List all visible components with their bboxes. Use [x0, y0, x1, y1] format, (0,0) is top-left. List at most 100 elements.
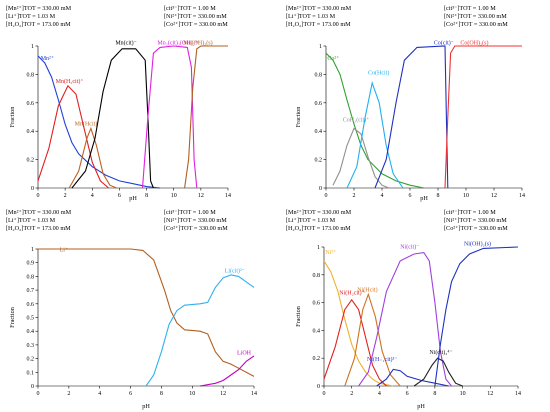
- x-tick-label: 14: [225, 193, 231, 199]
- y-tick-label: 0.5: [27, 316, 35, 322]
- y-tick-label: 0.6: [27, 101, 35, 107]
- y-tick-label: 0.6: [315, 101, 323, 107]
- header-left-3: [H₂O₂]TOT = 173.00 mM: [6, 225, 71, 232]
- series-label: Ni(H₋₁cit)³⁻: [367, 356, 398, 363]
- x-tick-label: 8: [437, 193, 440, 199]
- header-left-1: [Mn²⁺]TOT = 330.00 mM: [6, 209, 72, 216]
- series-line: [184, 45, 228, 189]
- y-tick-label: 0.6: [313, 301, 321, 307]
- x-tick-label: 4: [381, 193, 384, 199]
- chart-panel-4: [Mn²⁺]TOT = 330.00 mM[Li⁺]TOT = 1.03 M[H…: [286, 209, 521, 410]
- x-tick-label: 12: [198, 193, 204, 199]
- series-line: [374, 45, 449, 189]
- y-tick-label: 0.4: [313, 328, 321, 334]
- x-axis-label: pH: [142, 403, 150, 410]
- header-right-2: [Ni²⁺]TOT = 330.00 mM: [164, 13, 227, 20]
- series-line: [199, 355, 255, 387]
- x-tick-label: 6: [118, 193, 121, 199]
- header-right-3: [Co²⁺]TOT = 330.00 mM: [164, 21, 228, 28]
- header-left-2: [Li⁺]TOT = 1.03 M: [286, 217, 336, 224]
- y-tick-label: 0.8: [315, 72, 323, 78]
- series-line: [141, 45, 198, 189]
- header-left-2: [Li⁺]TOT = 1.03 M: [286, 13, 336, 20]
- series-line: [145, 274, 255, 387]
- y-tick-label: 0: [31, 384, 34, 390]
- header-right-2: [Ni²⁺]TOT = 330.00 mM: [444, 217, 507, 224]
- header-right-3: [Co²⁺]TOT = 330.00 mM: [444, 225, 508, 232]
- x-tick-label: 0: [37, 391, 40, 397]
- series-label: Co(cit)⁻: [434, 40, 454, 47]
- x-tick-label: 0: [325, 193, 328, 199]
- header-left-2: [Li⁺]TOT = 1.03 M: [6, 217, 56, 224]
- y-tick-label: 0: [317, 384, 320, 390]
- series-line: [323, 298, 387, 387]
- x-tick-label: 0: [323, 391, 326, 397]
- series-label: Mn²⁺: [41, 55, 54, 62]
- series-label: Ni(Hcit): [357, 286, 377, 293]
- y-tick-label: 0.2: [27, 158, 35, 164]
- x-tick-label: 4: [91, 193, 94, 199]
- header-left-1: [Mn²⁺]TOT = 330.00 mM: [286, 209, 352, 216]
- header-left-1: [Mn²⁺]TOT = 330.00 mM: [286, 5, 352, 12]
- x-tick-label: 0: [37, 193, 40, 199]
- y-tick-label: 1: [31, 44, 34, 50]
- chart-panel-3: [Mn²⁺]TOT = 330.00 mM[Li⁺]TOT = 1.03 M[H…: [6, 209, 257, 410]
- x-tick-label: 12: [487, 391, 493, 397]
- series-line: [358, 252, 452, 387]
- y-tick-label: 0.8: [313, 273, 321, 279]
- header-right-3: [Co²⁺]TOT = 330.00 mM: [444, 21, 508, 28]
- x-tick-label: 14: [519, 193, 525, 199]
- series-label: Li⁺: [60, 247, 69, 254]
- series-label: Co(OH)₂(s): [460, 40, 488, 47]
- x-tick-label: 8: [160, 391, 163, 397]
- header-right-2: [Ni²⁺]TOT = 330.00 mM: [444, 13, 507, 20]
- x-tick-label: 6: [406, 391, 409, 397]
- chart-panel-1: [Mn²⁺]TOT = 330.00 mM[Li⁺]TOT = 1.03 M[H…: [6, 5, 231, 202]
- series-line: [444, 45, 522, 189]
- series-line: [434, 246, 519, 387]
- series-label: Ni(OH)₂(s): [464, 241, 491, 248]
- y-tick-label: 0.4: [27, 329, 35, 335]
- y-axis-label: Fraction: [9, 107, 16, 128]
- series-line: [346, 80, 404, 189]
- x-tick-label: 4: [98, 391, 101, 397]
- series-line: [376, 368, 449, 387]
- header-right-1: [cit³⁻]TOT = 1.00 M: [444, 209, 496, 216]
- x-tick-label: 10: [460, 391, 466, 397]
- y-tick-label: 0.2: [27, 357, 35, 363]
- x-tick-label: 14: [251, 391, 257, 397]
- series-line: [38, 248, 255, 377]
- y-axis-label: Fraction: [9, 307, 16, 328]
- series-line: [332, 127, 390, 189]
- series-label: Mn₂(cit)₂(OH)₂⁴⁻: [157, 40, 200, 47]
- x-tick-label: 12: [220, 391, 226, 397]
- y-tick-label: 0: [31, 186, 34, 192]
- y-tick-label: 0.8: [27, 72, 35, 78]
- x-tick-label: 10: [463, 193, 469, 199]
- x-axis-label: pH: [420, 195, 428, 202]
- x-tick-label: 2: [350, 391, 353, 397]
- series-line: [68, 126, 117, 189]
- y-tick-label: 0.4: [315, 129, 323, 135]
- y-tick-label: 0.1: [27, 370, 35, 376]
- x-axis-label: pH: [417, 403, 425, 410]
- series-line: [344, 292, 401, 387]
- y-tick-label: 1: [319, 44, 322, 50]
- y-tick-label: 0.9: [27, 261, 35, 267]
- x-tick-label: 10: [171, 193, 177, 199]
- header-left-1: [Mn²⁺]TOT = 330.00 mM: [6, 5, 72, 12]
- x-tick-label: 2: [353, 193, 356, 199]
- x-tick-label: 14: [515, 391, 521, 397]
- series-label: CoH₂(cit)⁺: [343, 116, 370, 123]
- y-axis-label: Fraction: [295, 107, 302, 128]
- header-right-1: [cit³⁻]TOT = 1.00 M: [164, 209, 216, 216]
- chart-panel-2: [Mn²⁺]TOT = 330.00 mM[Li⁺]TOT = 1.03 M[H…: [286, 5, 525, 202]
- y-tick-label: 0: [319, 186, 322, 192]
- series-label: Ni(cit)⁻: [400, 243, 419, 250]
- series-label: Mn(cit)⁻: [115, 40, 137, 47]
- header-left-3: [H₂O₂]TOT = 173.00 mM: [286, 225, 351, 232]
- x-tick-label: 4: [378, 391, 381, 397]
- series-line: [325, 52, 425, 189]
- x-tick-label: 10: [189, 391, 195, 397]
